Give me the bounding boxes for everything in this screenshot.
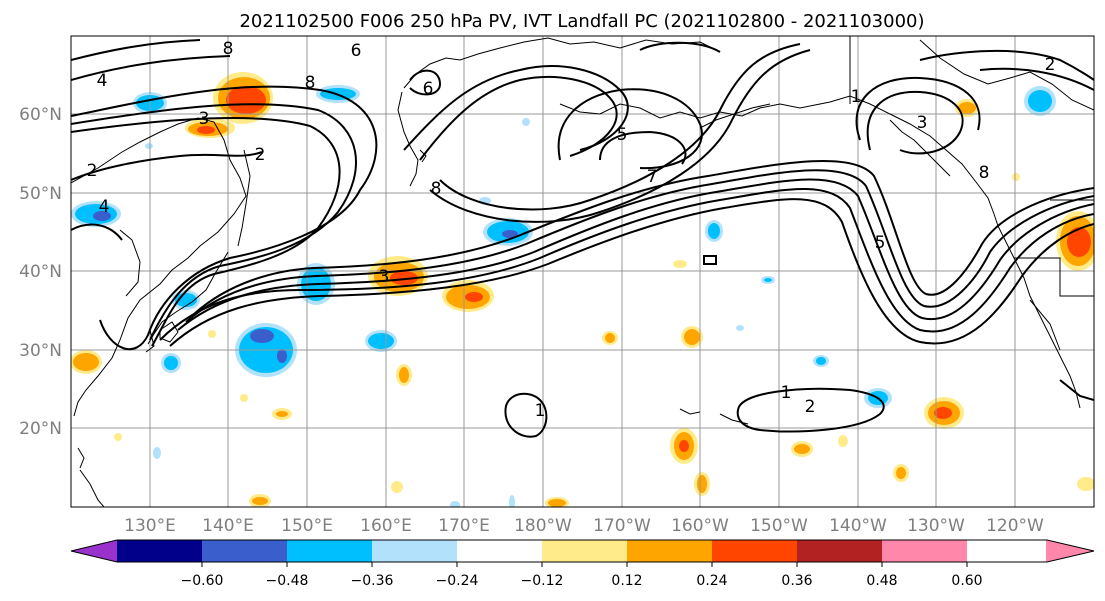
colorbar-segment [542, 540, 628, 562]
colorbar-segment [712, 540, 798, 562]
lon-label: 150°E [281, 516, 333, 536]
colorbar-tick-label: 0.60 [951, 573, 982, 589]
colorbar-segment [457, 540, 543, 562]
contour-label: 5 [617, 125, 628, 145]
lon-label: 120°W [986, 516, 1044, 536]
contour-label: 8 [223, 39, 234, 59]
coastlines [71, 36, 1094, 507]
lat-label: 40°N [19, 262, 62, 282]
colorbar-tick-label: 0.24 [696, 573, 727, 589]
lon-label: 140°W [829, 516, 887, 536]
lat-label: 20°N [19, 419, 62, 439]
colorbar-tick-label: 0.36 [781, 573, 812, 589]
contour-label: 1 [781, 383, 792, 403]
colorbar-tick-label: 0.12 [611, 573, 642, 589]
colorbar-extend-high [1046, 540, 1094, 562]
contour-label: 8 [305, 73, 316, 93]
contour-label: 2 [255, 145, 266, 165]
lon-label: 140°E [202, 516, 254, 536]
lon-label: 160°E [360, 516, 412, 536]
contour-label: 2 [1045, 55, 1056, 75]
contour-label: 4 [99, 197, 110, 217]
colorbar-segment [372, 540, 458, 562]
lon-label: 130°W [907, 516, 965, 536]
contour-label: 4 [97, 71, 108, 91]
colorbar-segment [202, 540, 288, 562]
colorbar-segment [967, 540, 1047, 562]
contour-label: 1 [851, 87, 862, 107]
map-panel: 8 6 4 3 2 8 6 5 7 1 3 8 4 2 3 1 2 1 8 2 … [19, 35, 1095, 536]
lon-label: 160°W [671, 516, 729, 536]
lon-tick-labels: 130°E 140°E 150°E 160°E 170°E 180°W 170°… [124, 516, 1044, 536]
colorbar-segment [882, 540, 968, 562]
contour-label: 7 [647, 167, 658, 187]
contour-label: 2 [805, 397, 816, 417]
contour-label: 1 [535, 401, 546, 421]
colorbar-tick-label: −0.12 [521, 573, 564, 589]
colorbar-segment [117, 540, 203, 562]
map-frame [70, 35, 1095, 508]
colorbar-extend-low [71, 540, 118, 562]
lat-label: 60°N [19, 105, 62, 125]
contour-label: 3 [199, 109, 210, 129]
lon-label: 180°W [514, 516, 572, 536]
colorbar-tick-label: −0.60 [181, 573, 224, 589]
lat-label: 30°N [19, 341, 62, 361]
colorbar-segment [627, 540, 713, 562]
colorbar-tick-label: −0.36 [351, 573, 394, 589]
contour-label: 6 [423, 79, 434, 99]
colorbar-segment [287, 540, 373, 562]
colorbar-tick-label: −0.24 [436, 573, 479, 589]
contour-label: 3 [379, 267, 390, 287]
contour-label: 3 [917, 113, 928, 133]
colorbar-segment [797, 540, 883, 562]
colorbar-tick-label: −0.48 [266, 573, 309, 589]
contour-label: 8 [431, 179, 442, 199]
lon-label: 130°E [124, 516, 176, 536]
contour-label: 5 [875, 233, 886, 253]
lon-label: 150°W [750, 516, 808, 536]
lon-label: 170°W [593, 516, 651, 536]
lat-label: 50°N [19, 184, 62, 204]
contour-label: 2 [87, 161, 98, 181]
lon-label: 170°E [438, 516, 490, 536]
colorbar: −0.60 −0.48 −0.36 −0.24 −0.12 0.12 0.24 … [70, 539, 1095, 589]
map-title: 2021102500 F006 250 hPa PV, IVT Landfall… [239, 11, 924, 32]
lat-tick-labels: 60°N 50°N 40°N 30°N 20°N [19, 105, 62, 439]
colorbar-tick-label: 0.48 [866, 573, 897, 589]
pv-contour-labels: 8 6 4 3 2 8 6 5 7 1 3 8 4 2 3 1 2 1 8 2 … [87, 39, 1056, 421]
contour-label: 6 [351, 41, 362, 61]
contour-label: 8 [979, 163, 990, 183]
pv-contours [71, 39, 1094, 438]
